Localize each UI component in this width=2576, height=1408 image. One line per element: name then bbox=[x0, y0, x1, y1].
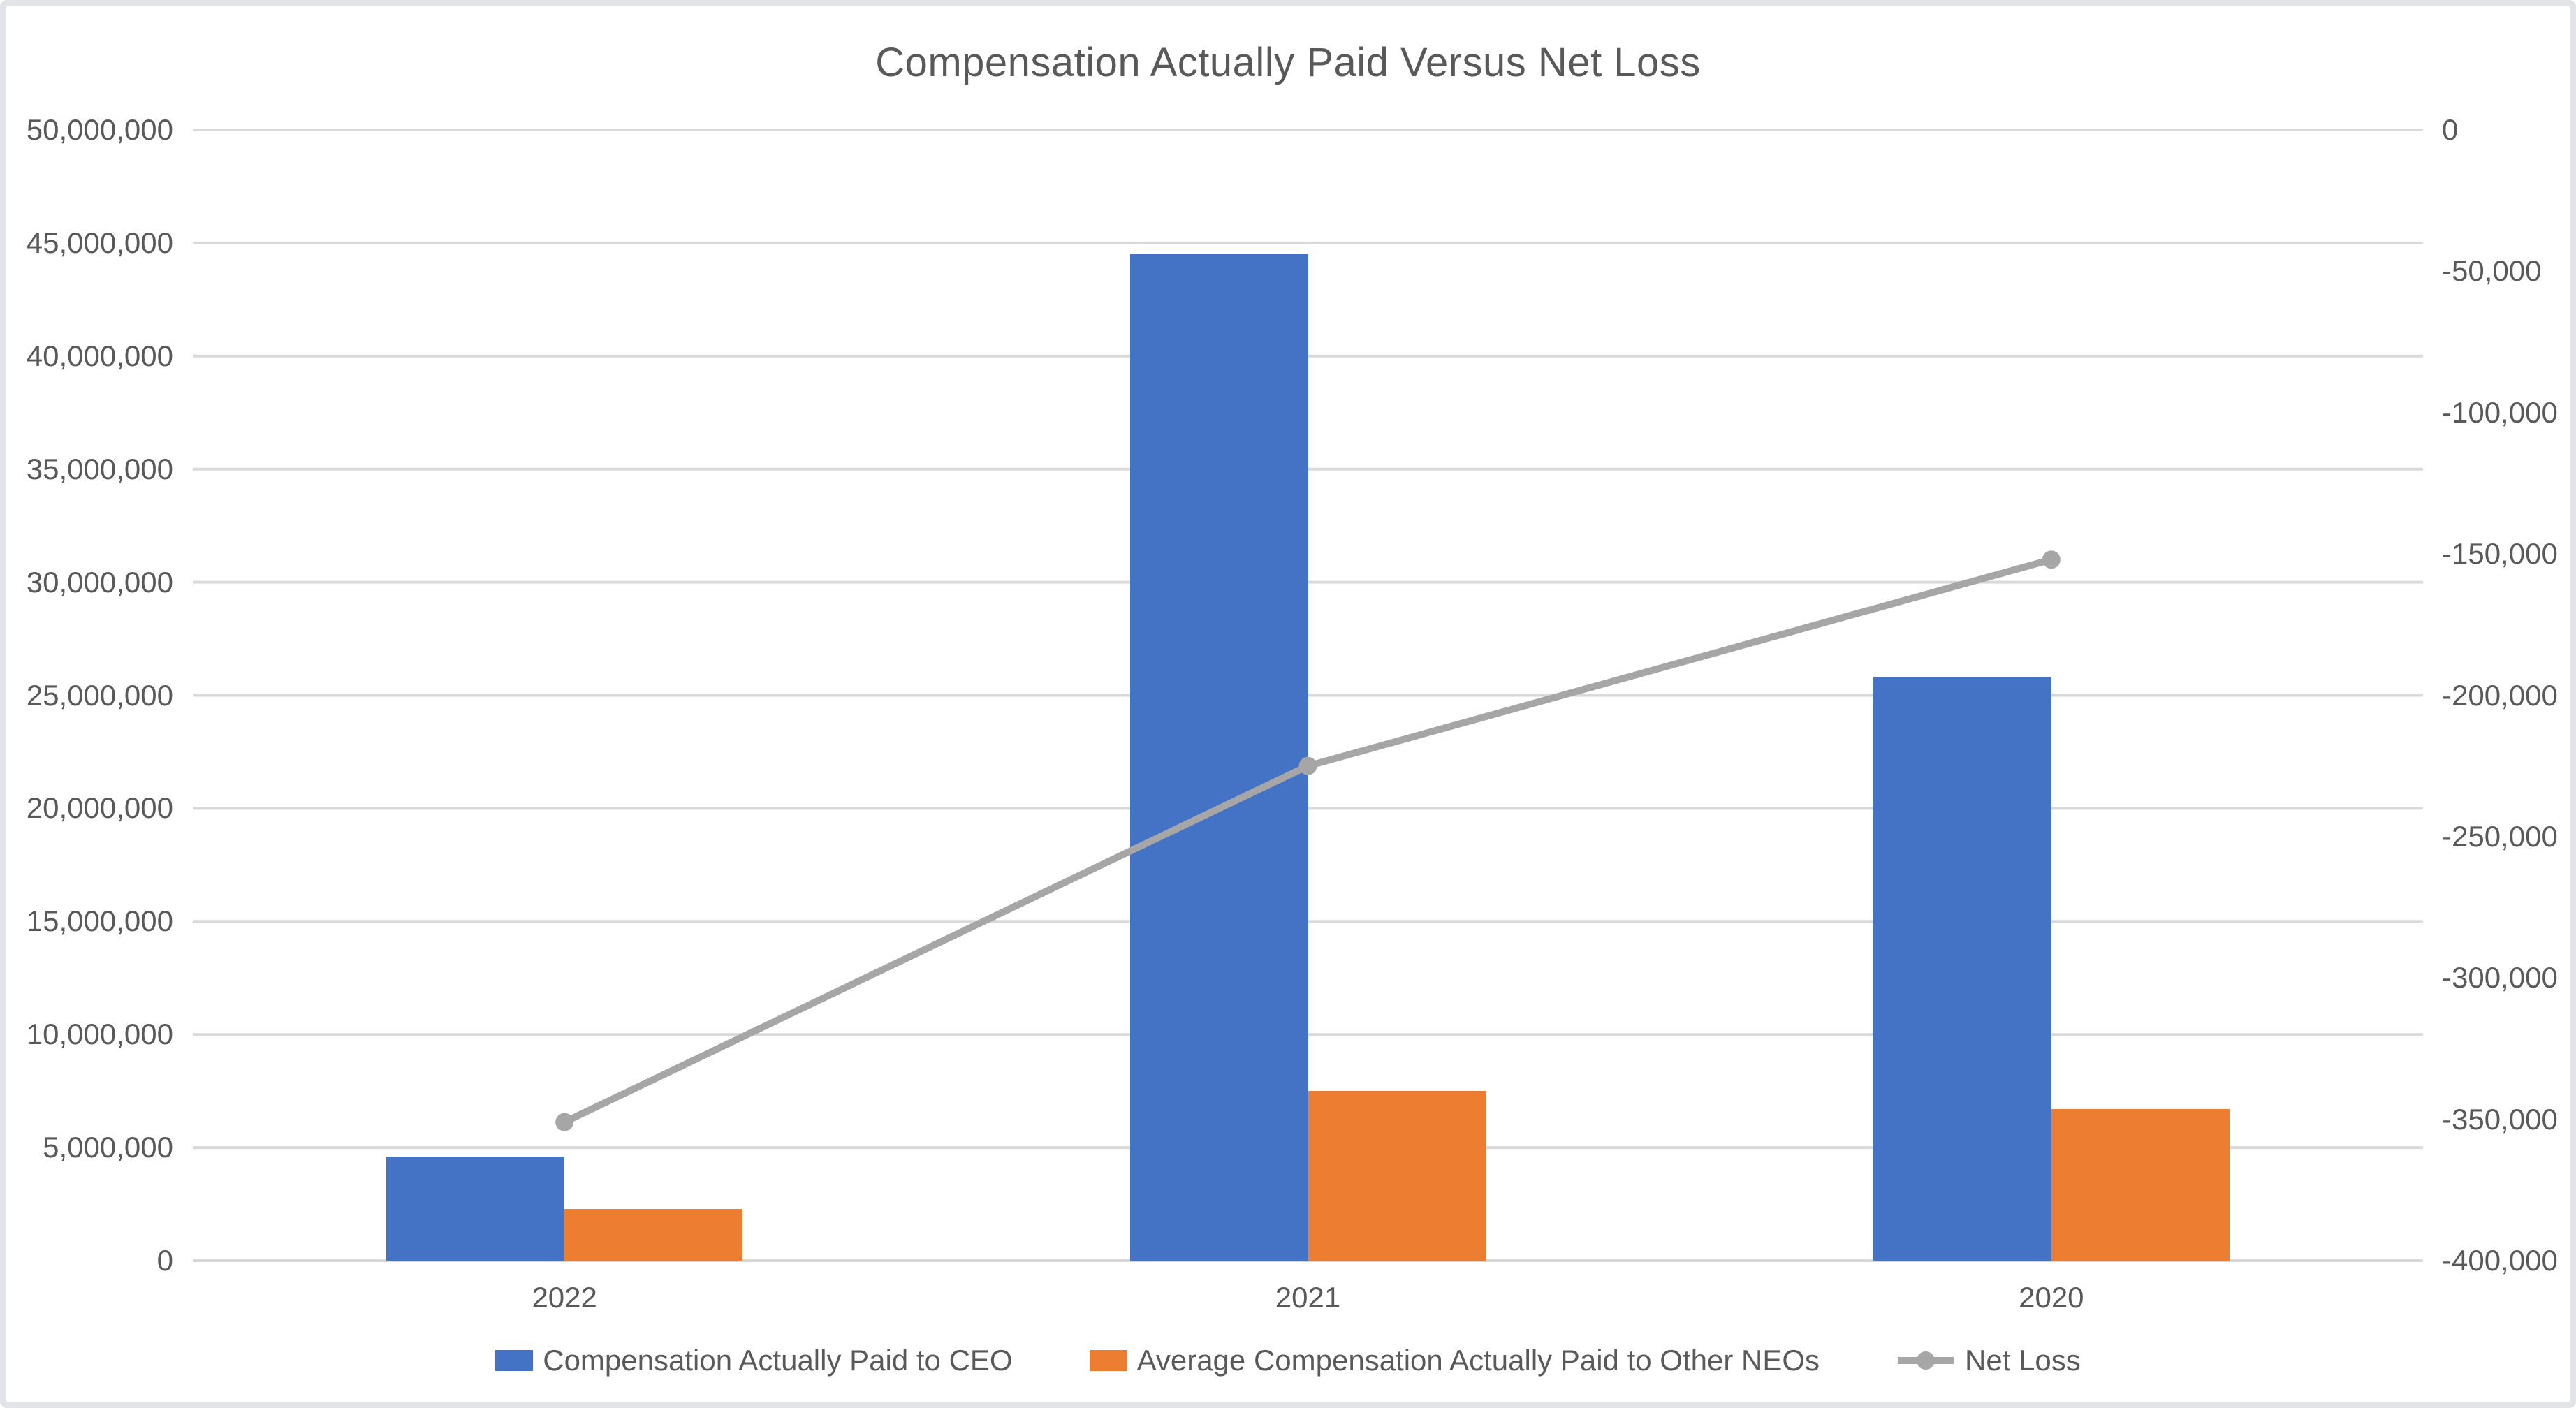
y-axis-left-tick-label: 50,000,000 bbox=[26, 113, 173, 146]
x-axis-label-2021: 2021 bbox=[1275, 1281, 1341, 1314]
legend-label-ceo: Compensation Actually Paid to CEO bbox=[543, 1344, 1013, 1377]
bar-ceo-2020 bbox=[1873, 677, 2051, 1261]
legend-label-neo: Average Compensation Actually Paid to Ot… bbox=[1136, 1344, 1820, 1377]
ceo-series-swatch bbox=[495, 1350, 534, 1371]
bar-neo-2020 bbox=[2051, 1109, 2230, 1261]
y-axis-left-tick-label: 25,000,000 bbox=[26, 678, 173, 712]
y-axis-left-tick-label: 10,000,000 bbox=[26, 1018, 173, 1051]
net-loss-point-2022 bbox=[555, 1113, 574, 1131]
y-axis-left-tick-label: 0 bbox=[156, 1244, 173, 1277]
y-axis-left-tick-label: 5,000,000 bbox=[43, 1131, 173, 1164]
y-axis-left-tick-label: 15,000,000 bbox=[26, 904, 173, 938]
net-loss-point-2020 bbox=[2042, 550, 2061, 569]
y-axis-left-tick-label: 35,000,000 bbox=[26, 452, 173, 485]
y-axis-right-tick-label: -150,000 bbox=[2442, 537, 2558, 571]
bar-ceo-2022 bbox=[386, 1157, 565, 1261]
y-axis-right-tick-label: -100,000 bbox=[2442, 395, 2558, 429]
y-axis-right-tick-label: -400,000 bbox=[2442, 1244, 2558, 1277]
legend-label-net-loss: Net Loss bbox=[1965, 1344, 2081, 1377]
net-loss-line-layer bbox=[555, 550, 2061, 1131]
x-axis-label-2022: 2022 bbox=[532, 1281, 597, 1314]
y-axis-right-tick-label: -50,000 bbox=[2442, 254, 2542, 288]
legend-item-net-loss: Net Loss bbox=[1896, 1344, 2081, 1377]
legend-item-neo: Average Compensation Actually Paid to Ot… bbox=[1089, 1344, 1820, 1377]
y-axis-right-tick-label: -350,000 bbox=[2442, 1102, 2558, 1136]
x-axis-label-2020: 2020 bbox=[2019, 1281, 2084, 1314]
neo-series-swatch bbox=[1089, 1350, 1127, 1371]
bar-ceo-2021 bbox=[1129, 254, 1308, 1261]
bar-neo-2022 bbox=[564, 1208, 743, 1261]
net-loss-line-marker-icon bbox=[1898, 1351, 1954, 1370]
net-loss-point-2021 bbox=[1298, 756, 1317, 775]
y-axis-right-tick-label: -200,000 bbox=[2442, 678, 2558, 712]
legend: Compensation Actually Paid to CEO Averag… bbox=[6, 1344, 2570, 1377]
y-axis-left-tick-label: 40,000,000 bbox=[26, 339, 173, 372]
bar-neo-2021 bbox=[1308, 1091, 1486, 1261]
chart-title: Compensation Actually Paid Versus Net Lo… bbox=[875, 40, 1701, 85]
y-axis-left-tick-label: 30,000,000 bbox=[26, 565, 173, 599]
y-axis-left-tick-label: 20,000,000 bbox=[26, 791, 173, 825]
y-axis-right-tick-label: -250,000 bbox=[2442, 819, 2558, 853]
net-loss-line bbox=[563, 556, 2053, 1126]
y-axis-right-tick-label: -300,000 bbox=[2442, 961, 2558, 995]
y-axis-right-tick-label: 0 bbox=[2442, 113, 2459, 146]
y-axis-left-tick-label: 45,000,000 bbox=[26, 226, 173, 259]
legend-item-ceo: Compensation Actually Paid to CEO bbox=[495, 1344, 1013, 1377]
